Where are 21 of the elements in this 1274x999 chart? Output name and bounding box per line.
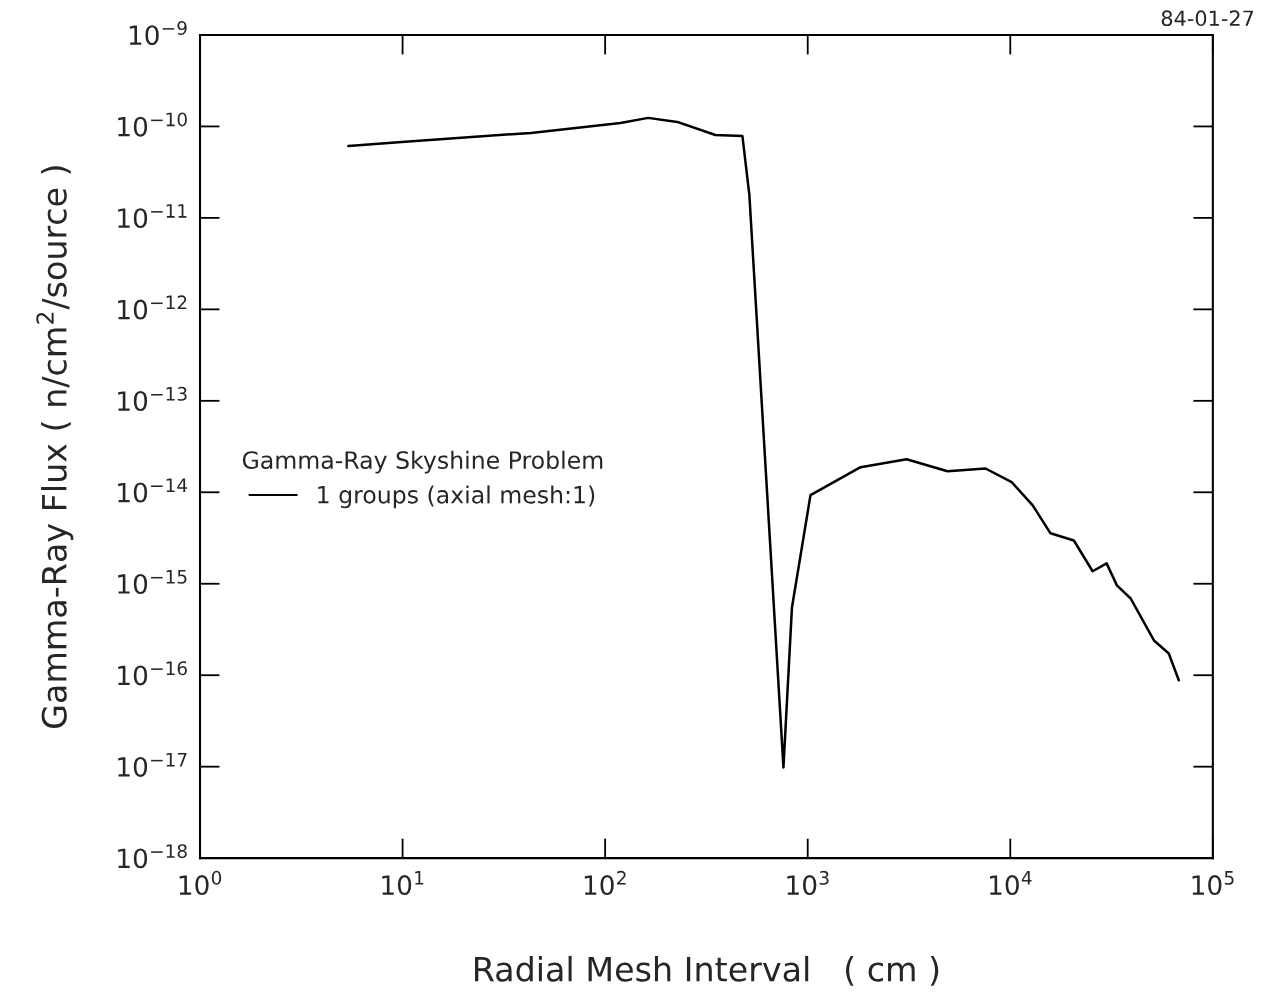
legend-title: Gamma-Ray Skyshine Problem <box>242 450 603 474</box>
y-tick-label: 10$^{−14}$ <box>118 478 188 503</box>
y-tick-label: 10$^{−12}$ <box>118 295 187 320</box>
x-tick-label: 10$^{3}$ <box>787 870 829 896</box>
x-tick-label: 10$^{0}$ <box>179 870 222 896</box>
y-tick-label: 10$^{−10}$ <box>118 112 187 137</box>
x-tick-label: 10$^{5}$ <box>1192 871 1234 896</box>
y-tick-label: 10$^{−11}$ <box>118 204 187 229</box>
y-tick-label: 10$^{−16}$ <box>118 661 187 686</box>
x-tick-label: 10$^{2}$ <box>584 870 626 896</box>
y-tick-label: 10$^{−18}$ <box>118 844 187 869</box>
y-tick-label: 10$^{−17}$ <box>118 752 187 777</box>
legend-label: 1 groups (axial mesh:1) <box>318 485 595 509</box>
x-tick-label: 10$^{4}$ <box>989 871 1032 896</box>
y-axis-title: Gamma-Ray Flux ( n/cm$^{2}$/source ) <box>36 166 74 729</box>
y-tick-label: 10$^{−13}$ <box>118 386 187 412</box>
text: 84-01-27 <box>1161 10 1254 27</box>
y-tick-label: 10$^{−9}$ <box>129 20 187 46</box>
x-tick-label: 10$^{1}$ <box>382 871 424 896</box>
x-axis-title: Radial Mesh Interval ( cm ) <box>475 955 939 986</box>
y-tick-label: 10$^{−15}$ <box>118 570 187 594</box>
